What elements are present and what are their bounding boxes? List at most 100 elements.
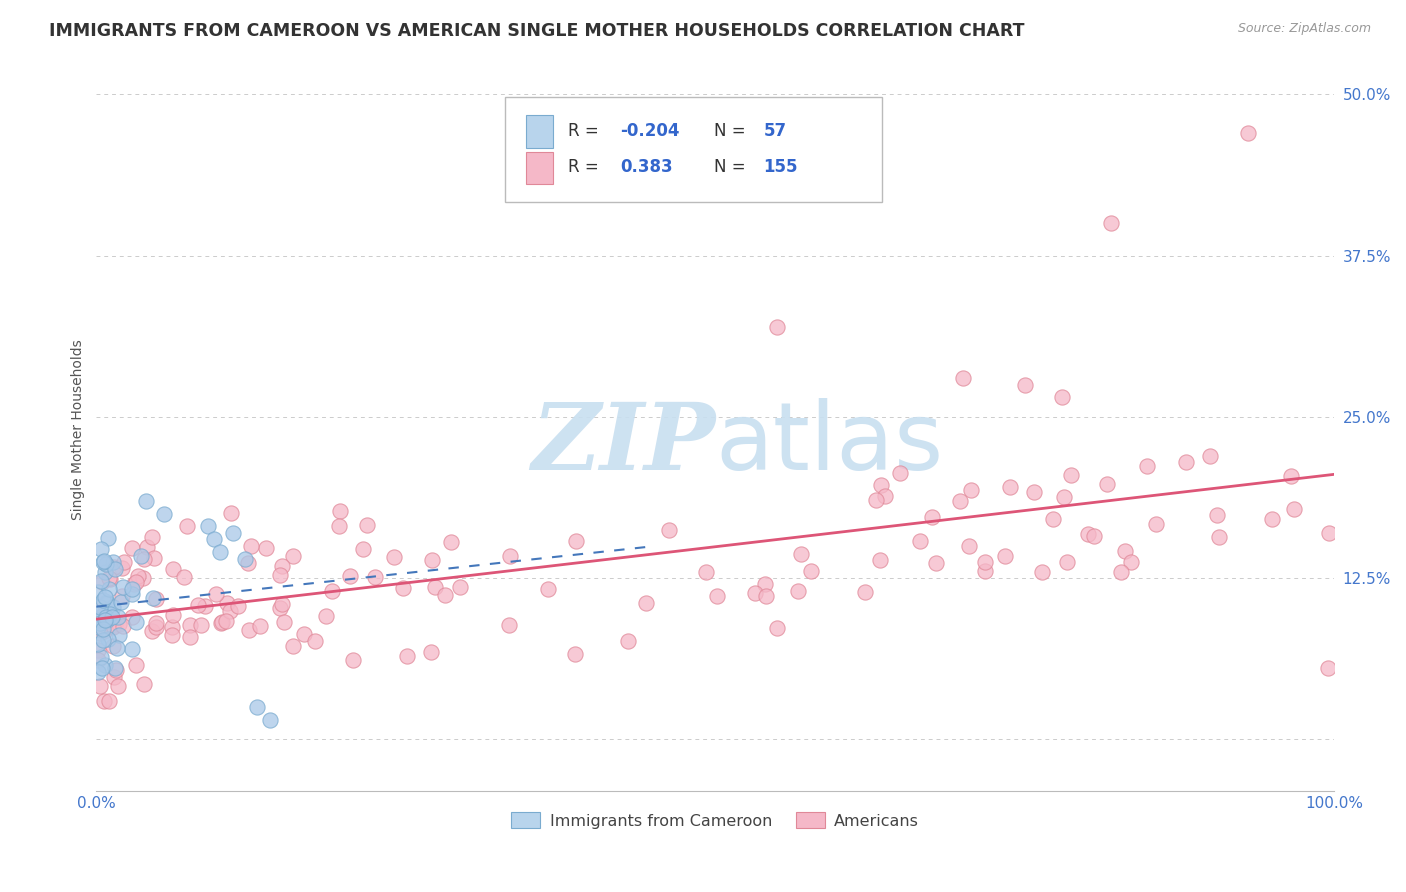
Point: [108, 616, 131, 631]
Text: 0.383: 0.383: [620, 159, 672, 177]
Point: [766, 621, 789, 635]
Point: [141, 530, 163, 544]
Point: [121, 541, 143, 555]
Point: [162, 620, 184, 634]
Point: [787, 584, 810, 599]
Point: [1042, 512, 1064, 526]
Point: [924, 556, 946, 570]
Point: [111, 560, 134, 574]
Point: [342, 653, 364, 667]
Point: [239, 539, 262, 553]
Point: [93, 596, 115, 610]
Point: [173, 570, 195, 584]
Point: [179, 630, 201, 644]
Point: [382, 549, 405, 564]
Point: [179, 618, 201, 632]
Point: [86, 642, 108, 657]
Point: [145, 591, 167, 606]
Point: [86, 665, 108, 679]
Point: [89, 626, 111, 640]
Point: [125, 615, 148, 630]
Point: [160, 628, 183, 642]
Point: [271, 597, 294, 611]
Point: [86, 653, 108, 667]
Point: [98, 582, 121, 597]
Point: [145, 620, 167, 634]
Point: [269, 601, 291, 615]
Point: [127, 568, 149, 582]
Point: [135, 493, 157, 508]
Point: [132, 571, 155, 585]
Point: [96, 596, 118, 610]
Point: [636, 596, 658, 610]
Y-axis label: Single Mother Households: Single Mother Households: [72, 339, 86, 520]
Point: [1056, 555, 1078, 569]
Point: [103, 559, 125, 574]
Point: [94, 612, 117, 626]
Point: [853, 585, 876, 599]
Point: [1317, 525, 1340, 540]
Point: [1205, 508, 1227, 523]
Point: [273, 615, 295, 629]
Text: Source: ZipAtlas.com: Source: ZipAtlas.com: [1237, 22, 1371, 36]
Point: [706, 590, 728, 604]
Point: [96, 557, 118, 571]
Point: [1031, 565, 1053, 579]
Point: [433, 588, 456, 602]
Point: [91, 623, 114, 637]
Point: [97, 531, 120, 545]
Point: [89, 607, 111, 621]
Point: [249, 618, 271, 632]
Point: [89, 615, 111, 630]
Point: [112, 580, 135, 594]
Point: [498, 618, 520, 632]
Point: [142, 591, 165, 605]
Point: [1119, 555, 1142, 569]
Point: [98, 693, 121, 707]
Point: [1022, 485, 1045, 500]
Point: [96, 613, 118, 627]
Point: [754, 589, 776, 603]
Point: [1208, 530, 1230, 544]
Point: [226, 599, 249, 613]
Text: atlas: atlas: [716, 398, 943, 491]
Point: [449, 580, 471, 594]
Point: [90, 649, 112, 664]
Point: [104, 561, 127, 575]
Point: [162, 562, 184, 576]
Point: [187, 599, 209, 613]
Point: [132, 552, 155, 566]
Point: [1114, 544, 1136, 558]
Point: [112, 555, 135, 569]
Point: [233, 551, 256, 566]
Point: [658, 523, 681, 537]
Point: [957, 539, 980, 553]
Point: [1060, 468, 1083, 483]
Text: 57: 57: [763, 122, 787, 140]
Point: [1083, 528, 1105, 542]
Point: [190, 618, 212, 632]
Point: [994, 549, 1017, 563]
Point: [873, 490, 896, 504]
Text: IMMIGRANTS FROM CAMEROON VS AMERICAN SINGLE MOTHER HOUSEHOLDS CORRELATION CHART: IMMIGRANTS FROM CAMEROON VS AMERICAN SIN…: [49, 22, 1025, 40]
Point: [356, 517, 378, 532]
Point: [391, 582, 413, 596]
Point: [209, 615, 232, 630]
Point: [134, 677, 156, 691]
Point: [94, 613, 117, 627]
Point: [145, 615, 167, 630]
Point: [107, 609, 129, 624]
Point: [271, 558, 294, 573]
Point: [107, 679, 129, 693]
Point: [364, 569, 387, 583]
Point: [121, 582, 143, 596]
Point: [238, 623, 260, 637]
Point: [420, 553, 443, 567]
Point: [97, 632, 120, 646]
Point: [238, 556, 260, 570]
Point: [125, 658, 148, 673]
Point: [108, 627, 131, 641]
Point: [865, 493, 887, 508]
Text: R =: R =: [568, 122, 599, 140]
Point: [89, 679, 111, 693]
